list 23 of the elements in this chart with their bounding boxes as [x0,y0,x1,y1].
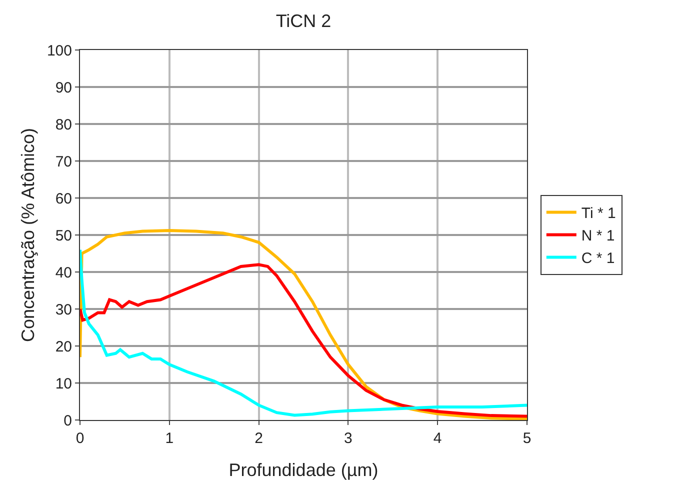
y-tick-label: 60 [55,190,72,208]
y-tick-label: 0 [64,412,72,430]
x-tick-label: 1 [165,430,174,447]
y-tick-label: 10 [55,375,72,392]
x-tick-label: 4 [433,430,442,447]
legend-label: C * 1 [581,250,615,268]
x-tick-label: 3 [344,430,352,447]
y-tick-label: 20 [55,338,72,356]
y-tick-label: 50 [55,227,72,244]
y-tick-label: 70 [55,153,72,170]
x-axis-title: Profundidade (µm) [228,460,378,480]
y-tick-label: 90 [55,79,72,96]
y-tick-label: 80 [55,116,72,134]
y-axis-title: Concentração (% Atômico) [18,128,38,342]
y-tick-label: 40 [55,264,72,282]
x-tick-label: 2 [254,430,263,447]
x-tick-label: 5 [522,430,532,447]
y-tick-label: 30 [55,301,72,318]
legend-label: Ti * 1 [581,205,616,222]
legend-label: N * 1 [581,228,615,245]
x-tick-label: 0 [76,430,84,447]
chart-title: TiCN 2 [276,11,332,31]
y-tick-label: 100 [46,42,72,60]
